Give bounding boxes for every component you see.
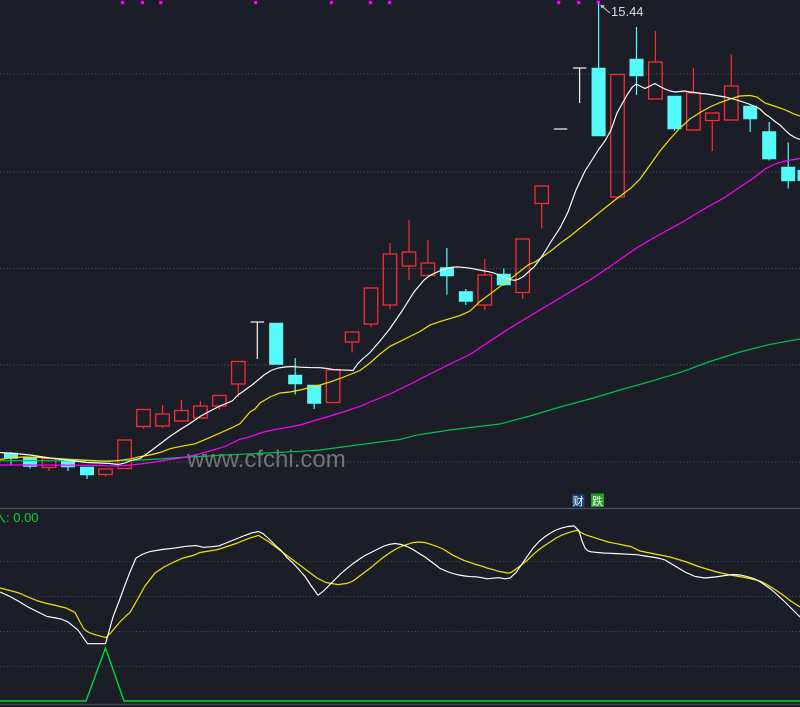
svg-text:跌: 跌 <box>592 494 603 508</box>
svg-text:入: 0.00: 入: 0.00 <box>0 510 39 525</box>
svg-text:15.44: 15.44 <box>611 4 644 19</box>
svg-text:财: 财 <box>573 494 584 508</box>
